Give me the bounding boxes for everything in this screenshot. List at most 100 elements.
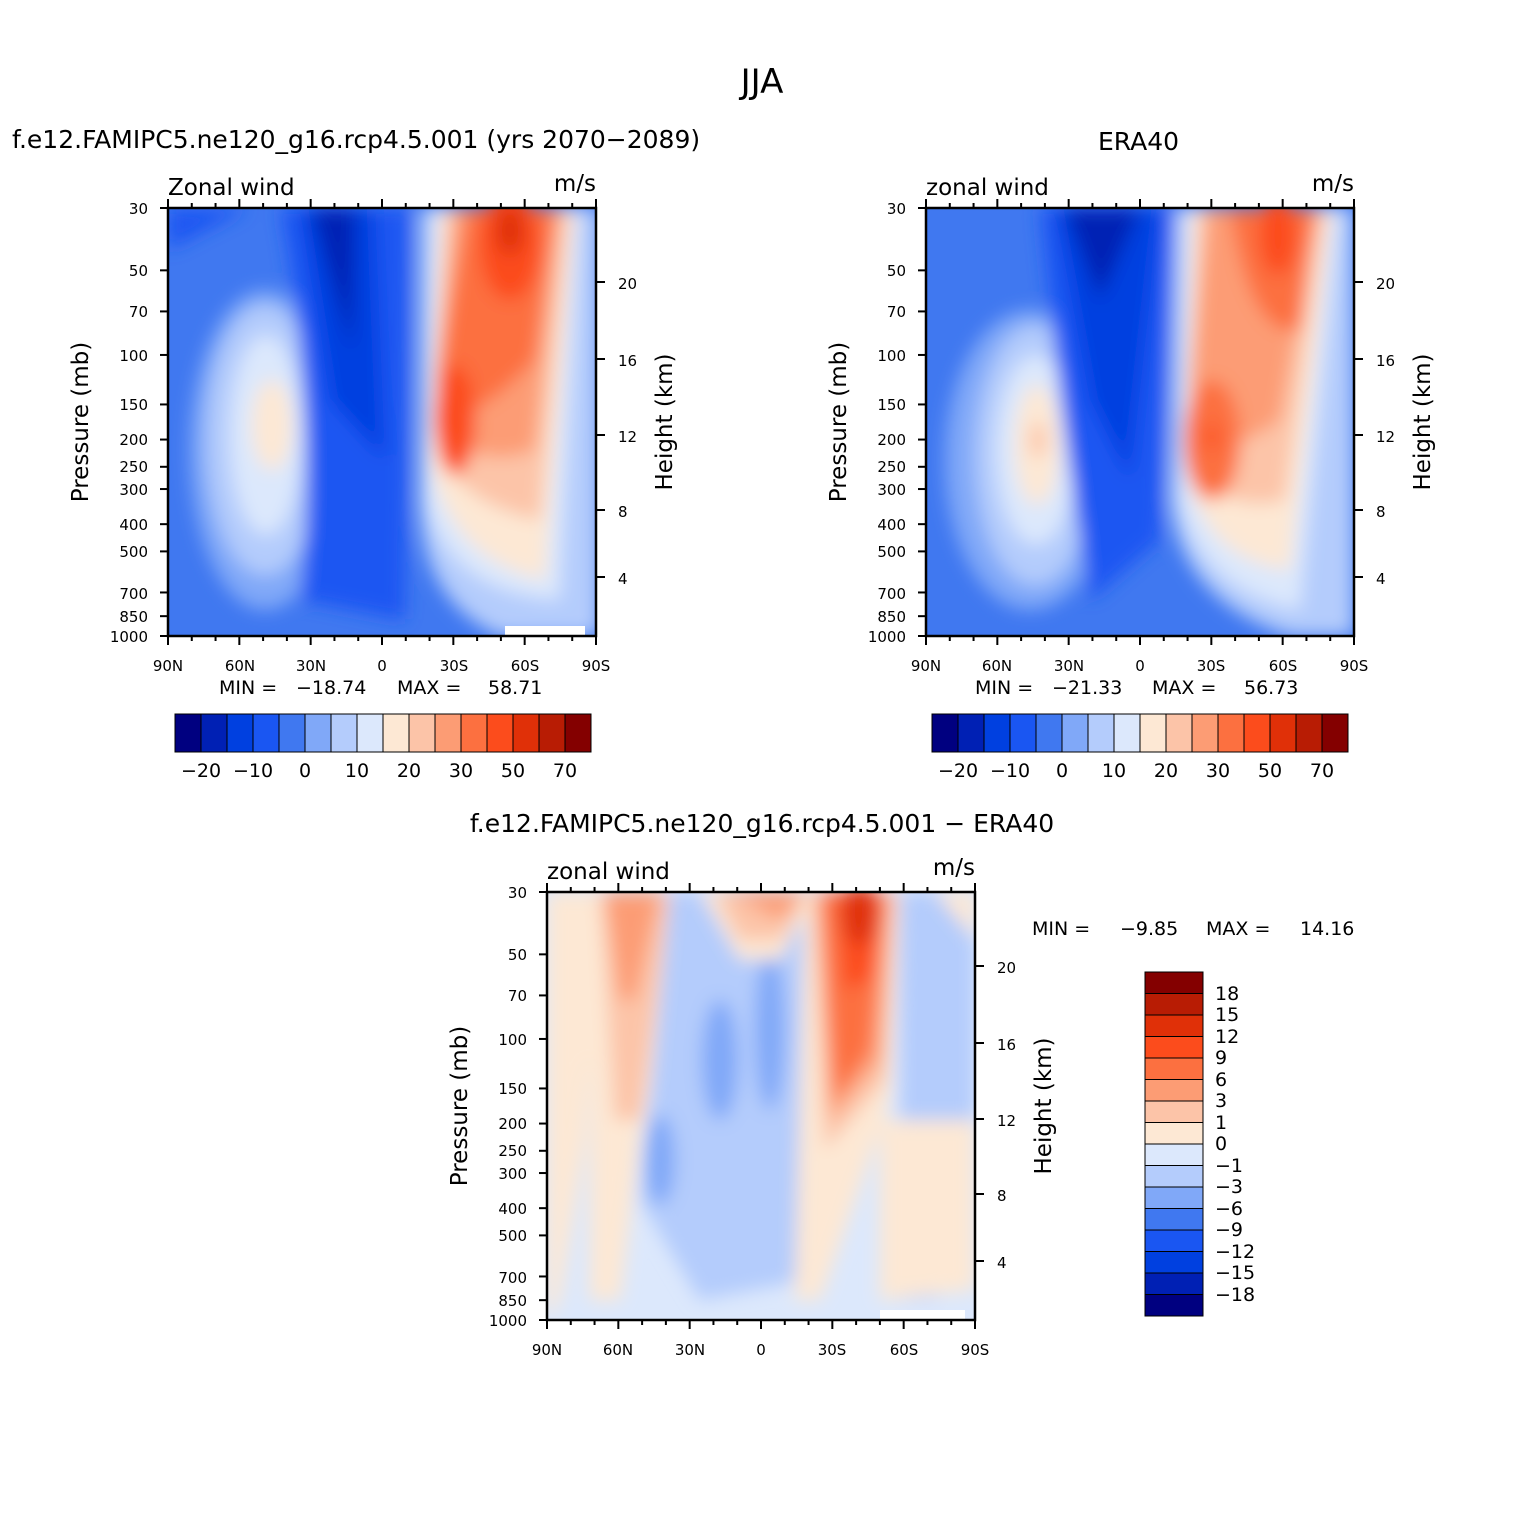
colorbar-box [1217,713,1245,753]
colorbar-box [1144,1251,1204,1274]
p3-ylabel-1000: 1000 [489,1312,527,1330]
p3-ylabel-700: 700 [498,1269,527,1287]
panel-1-x-ticklabels: 90N 60N 30N 0 30S 60S 90S [153,657,610,675]
panel-2-variable: zonal wind [926,175,1049,201]
p1-ylabel-700: 700 [119,585,148,603]
p2-ylabel-300: 300 [877,481,906,499]
colorbar-box [1144,971,1204,994]
cbar1-label-1: −10 [233,760,273,782]
colorbar-box [957,713,985,753]
p3-xlabel-30s: 30S [818,1341,847,1359]
p3-ylabel-150: 150 [498,1080,527,1098]
p2-xlabel-60n: 60N [982,657,1012,675]
cbar3-label-12: −12 [1215,1241,1255,1263]
p3-xlabel-60n: 60N [603,1341,633,1359]
panel-2-ylabel: Pressure (mb) [826,342,852,502]
p3-xlabel-90n: 90N [532,1341,562,1359]
colorbar-box [1243,713,1271,753]
colorbar-box [1144,1079,1204,1102]
panel-1-colorbar [174,713,592,753]
p1-ylabel-70: 70 [129,303,148,321]
p2-ylabel-100: 100 [877,347,906,365]
colorbar-box [174,713,202,753]
colorbar-box [330,713,358,753]
p3-y2label-8: 8 [997,1187,1007,1205]
colorbar-box [1144,1229,1204,1252]
p3-xlabel-0: 0 [756,1341,766,1359]
p3-max-label: MAX = [1206,918,1270,940]
p3-ylabel-70: 70 [508,987,527,1005]
colorbar-box [1144,1014,1204,1037]
panel-3-title: f.e12.FAMIPC5.ne120_g16.rcp4.5.001 − ERA… [469,809,1055,838]
p1-ylabel-1000: 1000 [110,628,148,646]
p2-y2label-20: 20 [1376,275,1395,293]
p3-ylabel-100: 100 [498,1031,527,1049]
p2-ylabel-150: 150 [877,396,906,414]
cbar1-label-3: 10 [345,760,369,782]
colorbar-box [486,713,514,753]
cbar1-label-6: 50 [501,760,525,782]
colorbar-box [1269,713,1297,753]
panel-2-contour-field [926,208,1354,636]
colorbar-box [1009,713,1037,753]
p3-ylabel-500: 500 [498,1227,527,1245]
colorbar-box [1144,1100,1204,1123]
colorbar-box [408,713,436,753]
colorbar-box [434,713,462,753]
cbar2-label-4: 20 [1154,760,1178,782]
p1-max-value: 58.71 [488,677,542,699]
p1-min-value: −18.74 [296,677,366,699]
panel-2-y2-ticklabels: 20 16 12 8 4 [1376,275,1395,588]
p3-xlabel-60s: 60S [890,1341,919,1359]
p1-xlabel-90s: 90S [582,657,611,675]
colorbar-box [1035,713,1063,753]
panel-1-y2-ticklabels: 20 16 12 8 4 [618,275,637,588]
p1-y2label-8: 8 [618,503,628,521]
p1-y2label-20: 20 [618,275,637,293]
cbar3-label-2: 12 [1215,1026,1239,1048]
cbar2-label-6: 50 [1258,760,1282,782]
p3-ylabel-850: 850 [498,1292,527,1310]
panel-1-units: m/s [554,171,596,197]
colorbar-box [1144,1208,1204,1231]
p3-y2label-16: 16 [997,1036,1016,1054]
colorbar-box [931,713,959,753]
p1-xlabel-90n: 90N [153,657,183,675]
colorbar-box [382,713,410,753]
panel-1-title: f.e12.FAMIPC5.ne120_g16.rcp4.5.001 (yrs … [12,125,701,154]
cbar2-label-1: −10 [990,760,1030,782]
panel-2-colorbar [931,713,1349,753]
panel-3-y-ticklabels: 30 50 70 100 150 200 250 300 400 500 700… [489,884,527,1330]
p1-max-label: MAX = [397,677,461,699]
p2-min-label: MIN = [975,677,1033,699]
cbar3-label-14: −18 [1215,1284,1255,1306]
panel-3-colorbar-labels: 18 15 12 9 6 3 1 0 −1 −3 −6 −9 −12 −15 −… [1215,983,1255,1306]
cbar3-label-9: −3 [1215,1176,1243,1198]
panel-3-colorbar [1144,971,1204,1317]
panel-3-units: m/s [933,855,975,881]
panel-3-contour-field [547,892,975,1320]
p2-y2label-4: 4 [1376,570,1386,588]
panel-1-ylabel: Pressure (mb) [68,342,94,502]
p2-xlabel-30s: 30S [1197,657,1226,675]
p3-y2label-4: 4 [997,1254,1007,1272]
colorbar-box [1144,1057,1204,1080]
cbar2-label-0: −20 [938,760,978,782]
p2-ylabel-200: 200 [877,431,906,449]
panel-3-x-ticklabels: 90N 60N 30N 0 30S 60S 90S [532,1341,989,1359]
colorbar-box [564,713,592,753]
colorbar-box [252,713,280,753]
cbar3-label-11: −9 [1215,1219,1243,1241]
p2-ylabel-30: 30 [887,200,906,218]
p1-ylabel-250: 250 [119,458,148,476]
p1-ylabel-50: 50 [129,262,148,280]
cbar3-label-5: 3 [1215,1090,1227,1112]
panel-2-colorbar-labels: −20 −10 0 10 20 30 50 70 [938,760,1334,782]
colorbar-box [1144,1036,1204,1059]
p1-xlabel-0: 0 [377,657,387,675]
colorbar-box [200,713,228,753]
panel-3-y2label: Height (km) [1031,1037,1057,1174]
p3-xlabel-30n: 30N [675,1341,705,1359]
p2-max-value: 56.73 [1244,677,1298,699]
p2-y2label-8: 8 [1376,503,1386,521]
